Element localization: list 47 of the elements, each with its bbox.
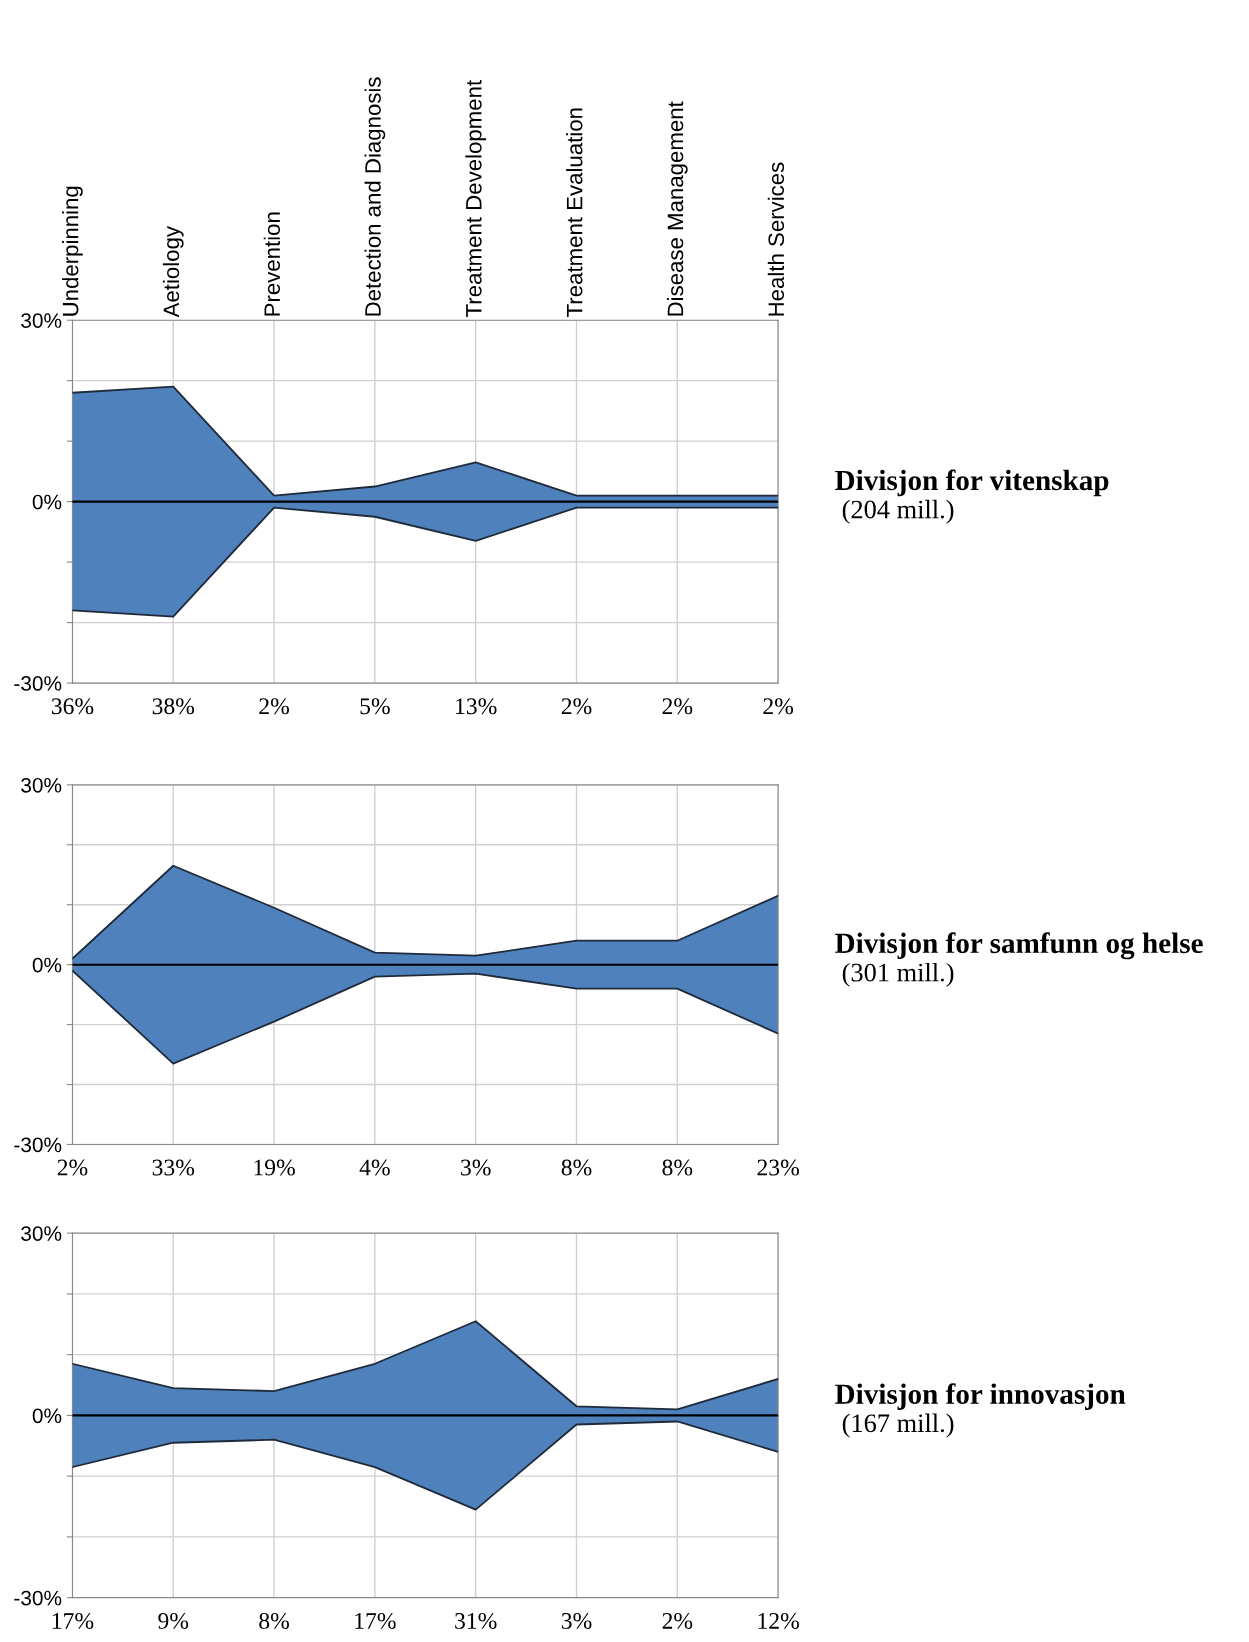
x-tick-label: Underpinning [62, 186, 83, 316]
text: 2% [561, 698, 592, 715]
text: 2% [57, 1159, 88, 1176]
y-tick-label: -30% [14, 676, 62, 691]
text: (204 mill.) [842, 499, 954, 524]
text: Divisjon for vitenskap [835, 469, 1109, 497]
text: (167 mill.) [842, 1413, 954, 1438]
text: 38% [152, 698, 195, 715]
text: 33% [152, 1159, 195, 1176]
text: 8% [662, 1159, 693, 1176]
text: 8% [259, 1612, 289, 1629]
text: 3% [461, 1159, 491, 1176]
text: 36% [51, 698, 94, 715]
y-tick-label: 30% [21, 777, 62, 793]
x-tick-label: Aetiology [162, 226, 184, 318]
x-tick-label: Treatment Development [465, 80, 487, 317]
x-tick-label: Prevention [263, 212, 281, 316]
x-tick-label: Disease Management [666, 101, 688, 316]
y-tick-label: 30% [21, 1226, 62, 1241]
text: 2% [259, 698, 289, 715]
y-tick-label: -30% [14, 1590, 62, 1606]
text: 2% [662, 698, 693, 715]
text: 2% [763, 698, 794, 715]
text: 3% [561, 1612, 592, 1629]
text: 12% [758, 1612, 799, 1629]
y-tick-label: -30% [14, 1137, 62, 1153]
x-tick-label: Health Services [767, 162, 785, 316]
text: Divisjon for innovasjon [835, 1383, 1126, 1410]
y-tick-label: 0% [32, 957, 62, 973]
text: 17% [355, 1612, 396, 1629]
text: 23% [757, 1159, 799, 1176]
y-tick-label: 30% [21, 313, 62, 328]
text: 8% [561, 1159, 592, 1176]
x-tick-label: Treatment Evaluation [566, 108, 583, 317]
text: 9% [158, 1612, 189, 1629]
text: 31% [455, 1612, 497, 1629]
y-tick-label: 0% [32, 1408, 62, 1424]
text: 4% [359, 1159, 390, 1176]
text: 13% [456, 698, 497, 715]
text: 17% [52, 1612, 94, 1629]
y-tick-label: 0% [32, 494, 62, 510]
text: 2% [662, 1612, 693, 1629]
x-tick-label: Detection and Diagnosis [364, 77, 386, 316]
text: 19% [254, 1159, 295, 1176]
text: Divisjon for samfunn og helse [835, 932, 1203, 960]
text: (301 mill.) [842, 962, 954, 987]
text: 5% [360, 698, 390, 715]
